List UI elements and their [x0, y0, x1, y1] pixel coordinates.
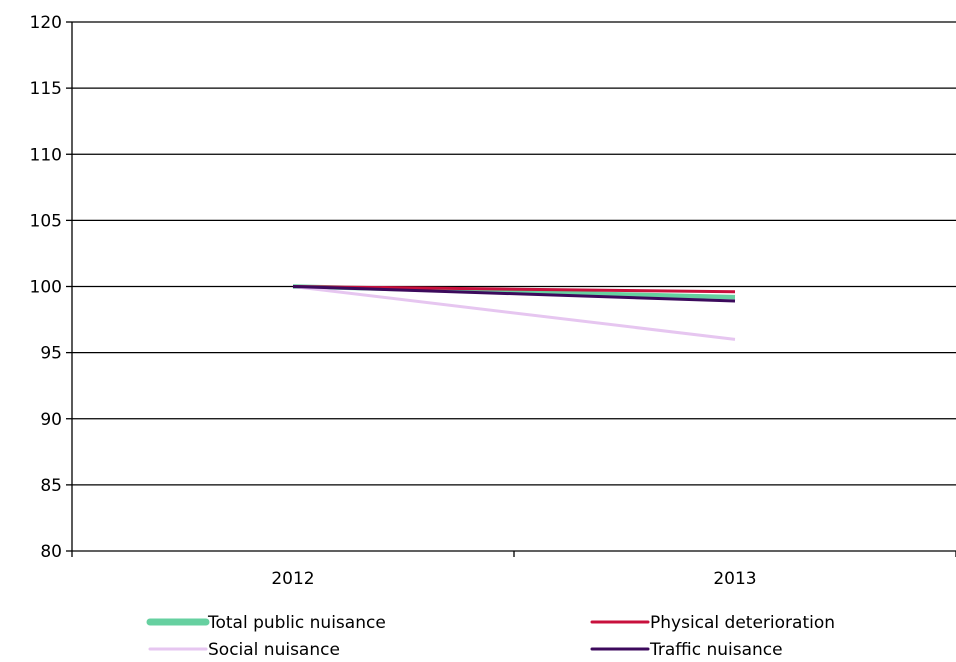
series-line-social-nuisance	[292, 285, 736, 341]
legend-label: Total public nuisance	[207, 613, 386, 633]
y-tick-label: 105	[30, 211, 62, 231]
series-line-traffic-nuisance	[292, 285, 736, 303]
y-tick-label: 100	[30, 278, 62, 298]
y-tick-label: 120	[30, 13, 62, 33]
gridlines	[72, 21, 956, 486]
y-tick-label: 90	[40, 410, 62, 430]
legend-label: Social nuisance	[208, 640, 340, 658]
y-tick-label: 115	[30, 79, 62, 99]
x-tick-label: 2012	[271, 569, 314, 589]
series-line-physical-deterioration	[292, 285, 736, 294]
legend-label: Traffic nuisance	[649, 640, 783, 658]
legend: Total public nuisance Physical deteriorat…	[146, 613, 835, 660]
y-tick-label: 110	[30, 145, 62, 165]
y-tick-label: 80	[40, 542, 62, 562]
axes: 80 85 90 95 100 105 110 115 120 2012 2013	[30, 13, 956, 589]
y-tick-label: 85	[40, 476, 62, 496]
series-lines	[292, 284, 736, 341]
x-tick-label: 2013	[713, 569, 756, 589]
legend-label: Physical deterioration	[650, 613, 835, 633]
y-tick-label: 95	[40, 344, 62, 364]
